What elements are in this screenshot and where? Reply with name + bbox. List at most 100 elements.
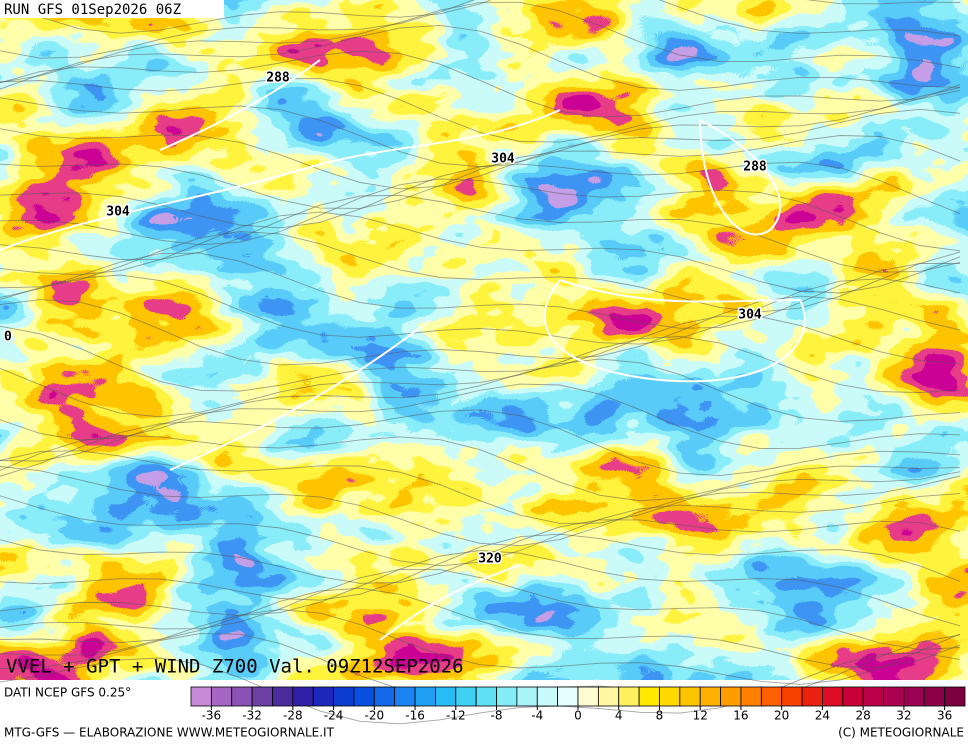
color-swatch (699, 686, 721, 707)
color-swatch (618, 686, 640, 707)
color-swatch (353, 686, 375, 707)
colorbar-tick-label: 0 (574, 709, 582, 723)
streamline (0, 652, 961, 725)
contour-label: 304 (738, 308, 762, 323)
streamline (0, 336, 961, 418)
streamline (0, 315, 961, 392)
color-swatch (679, 686, 701, 707)
colorbar-tick-label: 8 (656, 709, 664, 723)
streamline (0, 87, 961, 168)
colorbar-tick-label: 16 (733, 709, 748, 723)
colorbar-tick-label: 12 (693, 709, 708, 723)
color-swatch (638, 686, 660, 707)
color-swatch (597, 686, 620, 707)
color-swatch (516, 686, 538, 707)
color-swatch (883, 686, 905, 707)
color-swatch (801, 686, 823, 707)
color-swatch (659, 686, 681, 707)
streamline (0, 274, 961, 345)
streamline (0, 409, 961, 477)
colorbar-tick-label: 36 (937, 709, 952, 723)
colorbar: -36 -32 -28 -24 -20 -16 -12 -8 -4 0 4 8 12 16 20 24 28 32… (190, 686, 966, 723)
colorbar-tick-label: 20 (774, 709, 789, 723)
streamline (0, 252, 961, 329)
color-swatch (414, 686, 436, 707)
streamline (0, 50, 961, 118)
streamline (0, 211, 961, 294)
color-swatch (923, 686, 946, 707)
color-swatch (862, 686, 884, 707)
color-swatch (312, 686, 334, 707)
color-swatch (740, 686, 762, 707)
colorbar-tick-label: -16 (405, 709, 425, 723)
streamline (0, 24, 961, 91)
streamline (0, 358, 961, 441)
footer-right: (C) METEOGIORNALE (838, 726, 964, 740)
color-swatch (822, 686, 844, 707)
color-swatch (272, 686, 294, 707)
streamline (0, 178, 961, 252)
color-swatch (231, 686, 253, 707)
colorbar-tick-label: 28 (856, 709, 871, 723)
colorbar-tick-label: -20 (365, 709, 385, 723)
color-swatch (720, 686, 742, 707)
colorbar-tick-label: 24 (815, 709, 830, 723)
color-swatch (190, 686, 212, 707)
colorbar-tick-label: 4 (615, 709, 623, 723)
color-swatch (292, 686, 314, 707)
footer-left: MTG-GFS — ELABORAZIONE WWW.METEOGIORNALE… (4, 726, 335, 740)
colorbar-tick-label: -4 (531, 709, 543, 723)
color-swatch (760, 686, 783, 707)
streamline (0, 587, 961, 668)
color-swatch (536, 686, 559, 707)
color-swatch (333, 686, 355, 707)
color-swatch (842, 686, 864, 707)
streamline (0, 493, 961, 567)
colorbar-tick-label: 32 (896, 709, 911, 723)
color-swatch (475, 686, 497, 707)
contour-label: 0 (4, 330, 12, 345)
run-label: RUN GFS 01Sep2026 06Z (4, 2, 181, 18)
contour-label: 288 (266, 71, 290, 86)
color-swatch (903, 686, 925, 707)
streamline (0, 78, 961, 143)
contour-label: 304 (491, 152, 515, 167)
contour-label: 320 (478, 552, 502, 567)
color-swatch (944, 686, 966, 707)
header-box (0, 0, 224, 18)
color-swatch (435, 686, 457, 707)
streamline (0, 161, 961, 229)
streamline (0, 519, 961, 584)
contour-label: 288 (743, 160, 767, 175)
color-swatch (455, 686, 477, 707)
color-swatch (210, 686, 233, 707)
streamline (0, 108, 961, 190)
streamline (0, 0, 961, 59)
colorbar-tick-label: -36 (202, 709, 222, 723)
wind-streamlines (0, 0, 961, 725)
color-swatch (373, 686, 396, 707)
streamline (0, 568, 961, 650)
map-title: VVEL + GPT + WIND Z700 Val. 09Z12SEP2026 (6, 656, 464, 678)
streamline (0, 434, 961, 502)
streamline (0, 194, 961, 273)
streamline (0, 295, 961, 366)
streamline (0, 231, 961, 313)
color-swatch (251, 686, 273, 707)
contour-labels: 288 304 304 288 304 320 0 (3, 69, 769, 568)
streamline (0, 533, 961, 601)
colorbar-tick-label: -28 (283, 709, 303, 723)
contour-label: 304 (106, 205, 130, 220)
data-source: DATI NCEP GFS 0.25° (4, 686, 131, 700)
streamline (0, 135, 961, 209)
streamline (0, 1, 961, 83)
streamline (0, 466, 961, 547)
streamline (0, 609, 961, 685)
streamline (0, 0, 961, 34)
streamline (0, 550, 961, 627)
colorbar-tick-label: -8 (491, 709, 503, 723)
colorbar-tick-label: -32 (242, 709, 262, 723)
color-swatch (781, 686, 803, 707)
